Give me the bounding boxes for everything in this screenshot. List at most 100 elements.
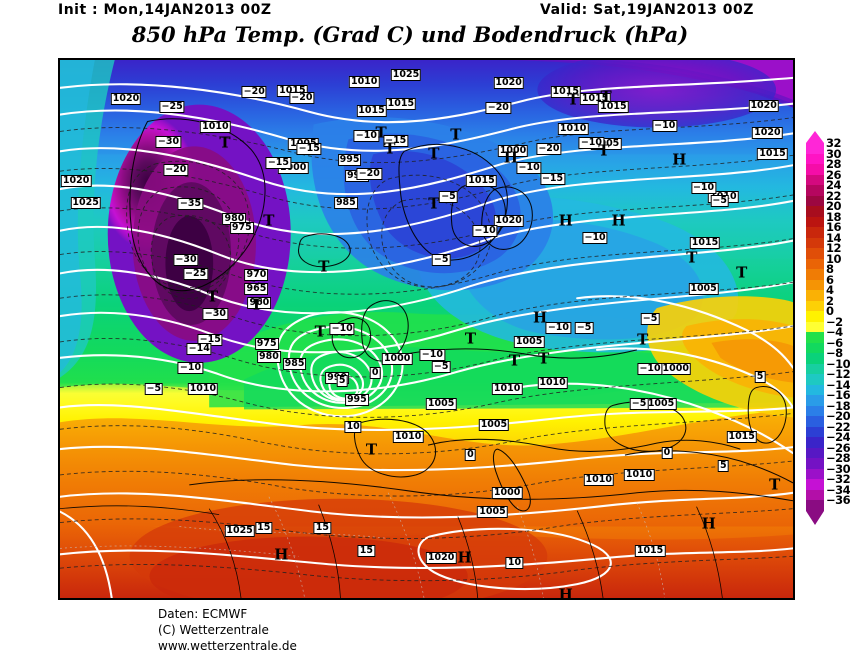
isotherm-label: −14 [186, 343, 212, 356]
temperature-colorbar[interactable]: 32 30 28 26 24 22 20 18 16 14 12 10 8 6 4 2 0 −2 −4 −6 −8 −10… [806, 131, 850, 541]
low-pressure-marker: T [686, 248, 698, 267]
colorbar-band: 24 [806, 178, 842, 196]
high-pressure-marker: H [672, 150, 687, 169]
low-pressure-marker: T [384, 139, 396, 158]
colorbar-tick-label: −20 [826, 409, 850, 423]
colorbar-tick-label: 18 [826, 209, 842, 224]
valid-time-label: Valid: Sat,19JAN2013 00Z [540, 2, 754, 18]
low-pressure-marker: T [508, 351, 521, 370]
colorbar-tick-label: 32 [826, 136, 842, 150]
colorbar-tick-label: −4 [826, 325, 843, 339]
isobar-label: 1015 [550, 86, 581, 99]
isotherm-label: −10 [652, 119, 678, 132]
isobar-label: 1015 [757, 148, 788, 161]
colorbar-band: 12 [806, 241, 842, 259]
isobar-label: 1000 [491, 487, 523, 500]
isotherm-label: 15 [357, 544, 376, 557]
isobar-label: 1020 [60, 175, 92, 188]
high-pressure-marker: H [558, 211, 573, 230]
colorbar-bands: 32 30 28 26 24 22 20 18 16 14 12 10 8 6 4 2 0 −2 −4 −6 −8 −10… [806, 136, 850, 511]
footer-website[interactable]: www.wetterzentrale.de [158, 639, 297, 653]
colorbar-band: −12 [806, 367, 850, 385]
low-pressure-marker: T [428, 194, 440, 213]
isobar-label: 1020 [748, 99, 779, 112]
colorbar-tick-label: −26 [826, 440, 850, 455]
isotherm-label: 10 [344, 420, 362, 433]
low-pressure-marker: T [318, 257, 330, 276]
init-time-label: Init : Mon,14JAN2013 00Z [58, 2, 272, 18]
colorbar-tick-label: 26 [826, 167, 842, 182]
isobar-label: 995 [344, 394, 369, 407]
high-pressure-marker: H [457, 548, 472, 567]
low-pressure-marker: T [250, 295, 263, 314]
chart-header: Init : Mon,14JAN2013 00Z Valid: Sat,19JA… [0, 0, 850, 52]
colorbar-tick-label: 20 [826, 199, 842, 213]
low-pressure-marker: T [567, 90, 579, 109]
colorbar-tick-label: −10 [826, 356, 850, 371]
isotherm-label: −5 [629, 398, 649, 411]
colorbar-arrow-bottom-icon [806, 510, 824, 525]
colorbar-band: −34 [806, 483, 850, 500]
low-pressure-marker: T [314, 322, 326, 341]
low-pressure-marker: T [375, 123, 387, 142]
isotherm-label: −10 [419, 348, 445, 361]
isotherm-label: −10 [353, 130, 379, 143]
colorbar-band: 2 [806, 294, 834, 311]
low-pressure-marker: T [206, 287, 219, 306]
high-pressure-marker: H [701, 514, 716, 533]
colorbar-tick-label: −22 [826, 419, 850, 434]
colorbar-band: −2 [806, 315, 843, 332]
isotherm-label: −10 [329, 323, 355, 335]
isobar-label: 975 [229, 221, 254, 234]
isotherm-label: −10 [690, 182, 717, 195]
colorbar-tick-label: −6 [826, 335, 843, 350]
low-pressure-marker: T [365, 440, 378, 459]
colorbar-band: −20 [806, 409, 850, 427]
colorbar-band: −6 [806, 336, 843, 353]
isotherm-label: −10 [578, 137, 605, 150]
isotherm-label: −35 [177, 198, 204, 211]
colorbar-tick-label: 30 [826, 146, 842, 161]
isobar-label: 1015 [598, 101, 629, 114]
colorbar-band: −30 [806, 462, 850, 479]
low-pressure-marker: T [219, 133, 231, 152]
high-pressure-marker: H [558, 585, 573, 600]
isobar-label: 975 [254, 338, 279, 351]
isobar-label: 1015 [385, 98, 417, 111]
isobar-label: 1025 [70, 196, 101, 209]
isobar-label: 1010 [348, 75, 380, 88]
isotherm-label: −5 [574, 321, 594, 334]
low-pressure-marker: T [598, 141, 610, 160]
isotherm-label: −15 [539, 173, 566, 186]
colorbar-band: 4 [806, 283, 834, 301]
colorbar-tick-label: 28 [826, 157, 842, 171]
isotherm-label: −15 [296, 142, 322, 155]
isobar-label: 995 [337, 153, 362, 166]
isotherm-label: −20 [289, 91, 315, 104]
weather-map[interactable]: 1020101510101020102510151015102010101015… [58, 58, 795, 600]
isobar-label: 1000 [497, 145, 529, 158]
colorbar-tick-label: 2 [826, 293, 834, 308]
low-pressure-marker: T [263, 211, 275, 230]
high-pressure-marker: H [533, 308, 548, 327]
colorbar-band: −32 [806, 472, 850, 490]
colorbar-tick-label: −34 [826, 482, 850, 497]
colorbar-tick-label: −8 [826, 346, 843, 360]
isobar-label: 1025 [224, 524, 255, 537]
isotherm-label: 0 [661, 446, 673, 459]
isotherm-label: −30 [173, 254, 199, 267]
colorbar-band: 18 [806, 210, 842, 227]
isotherm-label: −20 [241, 86, 267, 99]
isotherm-label: −10 [637, 363, 663, 376]
isobar-label: 1020 [752, 126, 783, 139]
isobar-label: 1015 [466, 175, 497, 188]
colorbar-band: 30 [806, 147, 842, 164]
colorbar-band: −18 [806, 399, 850, 416]
isotherm-label: 10 [505, 557, 524, 570]
colorbar-tick-label: −18 [826, 398, 850, 413]
footer-copyright: (C) Wetterzentrale [158, 623, 269, 637]
isobar-label: 980 [256, 350, 281, 363]
colorbar-band: −16 [806, 388, 850, 406]
colorbar-band: 20 [806, 199, 842, 217]
colorbar-band: 6 [806, 273, 834, 290]
